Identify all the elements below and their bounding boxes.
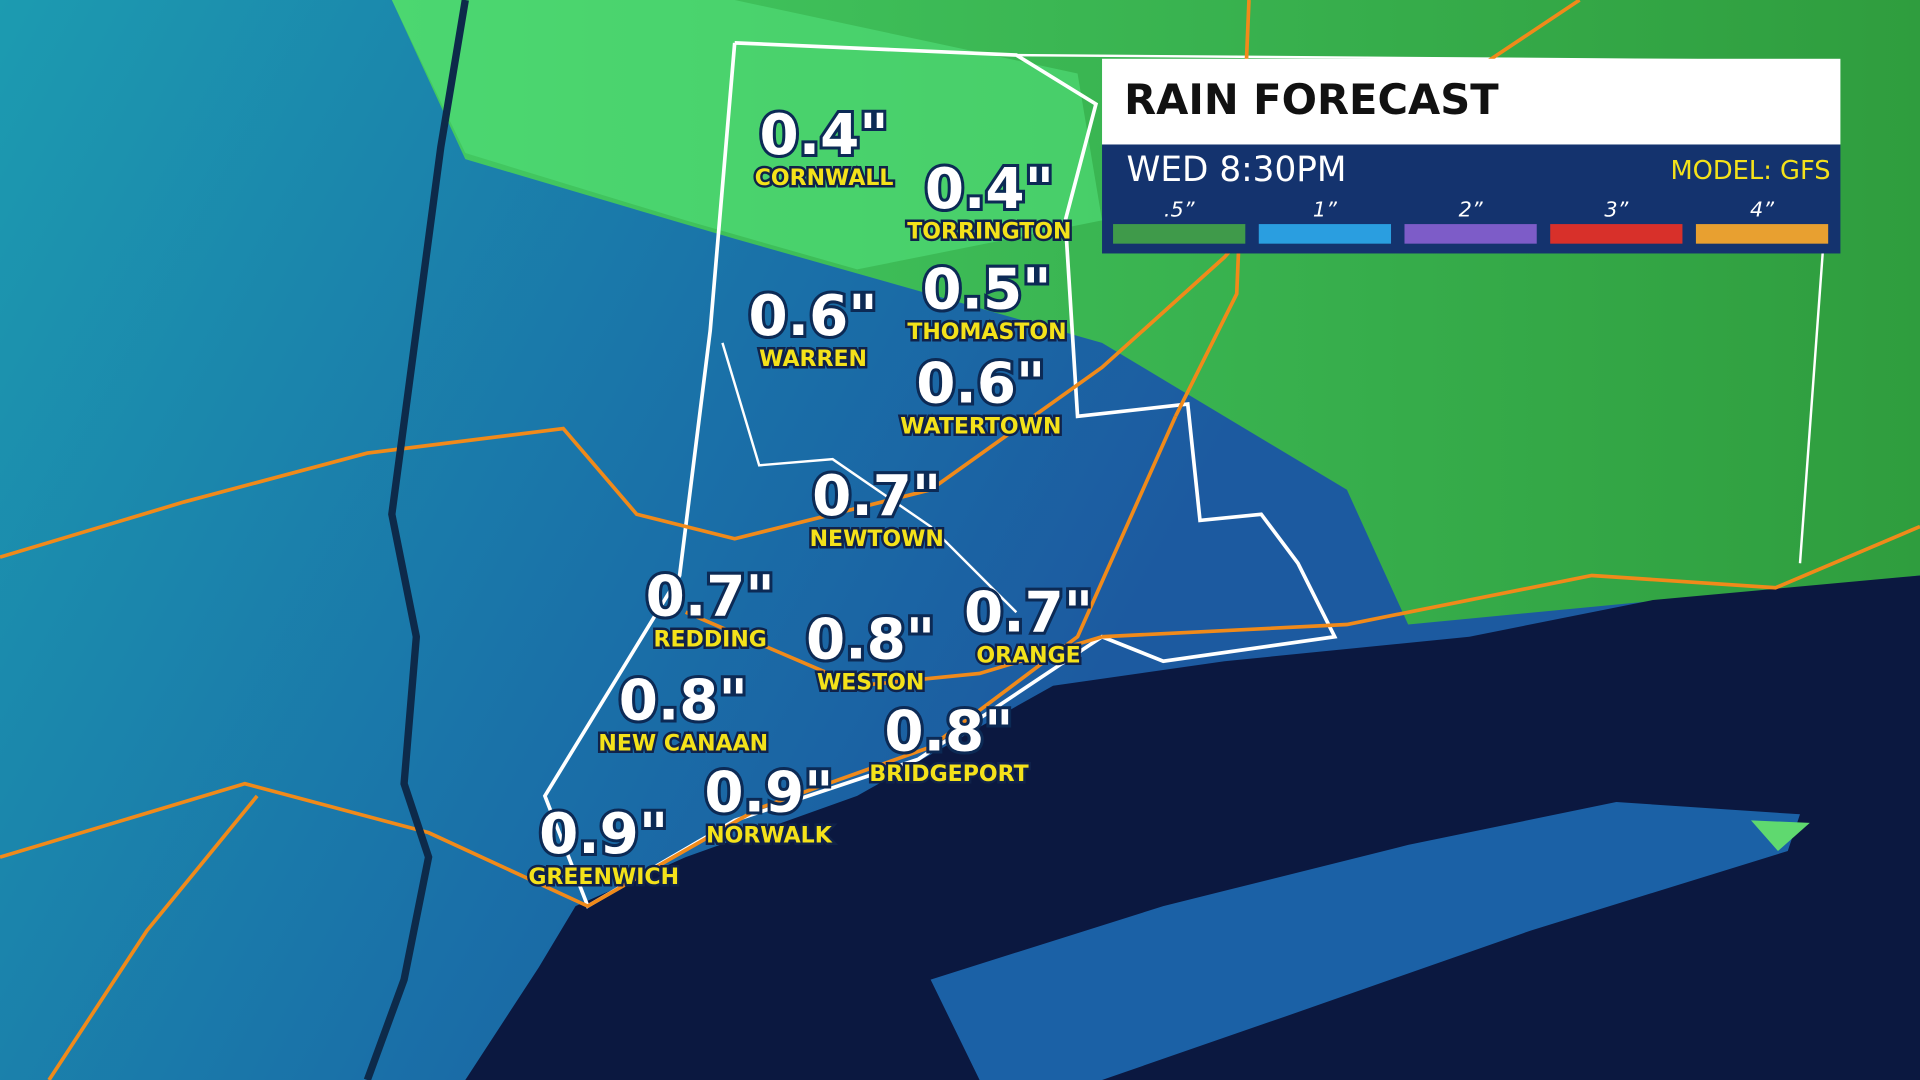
legend-label: 1” xyxy=(1313,198,1337,222)
rain-amount: 0.4" xyxy=(925,157,1054,222)
city-name: GREENWICH xyxy=(528,865,679,890)
legend-swatch xyxy=(1404,224,1537,244)
city-name: NORWALK xyxy=(706,823,833,848)
city-name: NEW CANAAN xyxy=(598,731,768,756)
forecast-time: WED 8:30PM xyxy=(1127,150,1347,190)
city-name: ORANGE xyxy=(976,643,1080,668)
legend: .5” 1” 2” 3” 4” xyxy=(1113,198,1829,244)
city-name: WARREN xyxy=(759,347,867,372)
model-name: MODEL: GFS xyxy=(1670,156,1830,186)
city-name: TORRINGTON xyxy=(907,220,1071,245)
legend-label: .5” xyxy=(1164,198,1195,222)
rain-amount: 0.8" xyxy=(806,607,935,672)
rain-amount: 0.6" xyxy=(916,352,1045,417)
rain-amount: 0.9" xyxy=(539,802,668,867)
legend-swatch xyxy=(1258,224,1392,244)
rain-amount: 0.7" xyxy=(812,464,941,529)
city-name: REDDING xyxy=(654,627,767,652)
city-name: CORNWALL xyxy=(755,166,894,191)
city-name: WESTON xyxy=(817,670,924,695)
rain-amount: 0.9" xyxy=(704,761,833,826)
city-name: WATERTOWN xyxy=(900,414,1061,439)
legend-swatch xyxy=(1550,224,1683,244)
city-name: NEWTOWN xyxy=(810,527,944,552)
rain-amount: 0.7" xyxy=(646,565,775,630)
forecast-labels: 0.4"CORNWALL 0.4"TORRINGTON0.6"WARREN0.5"… xyxy=(526,100,1096,892)
legend-label: 3” xyxy=(1604,198,1628,222)
legend-swatch xyxy=(1695,224,1829,244)
city-name: BRIDGEPORT xyxy=(869,762,1028,787)
legend-label: 2” xyxy=(1459,198,1483,222)
rain-amount: 0.5" xyxy=(922,257,1051,322)
city-name: THOMASTON xyxy=(907,320,1066,345)
rain-amount: 0.6" xyxy=(749,284,878,349)
legend-swatch xyxy=(1113,224,1246,244)
rain-amount: 0.4" xyxy=(760,103,889,168)
rain-amount: 0.7" xyxy=(964,581,1093,646)
header-panel: RAIN FORECAST WED 8:30PM MODEL: GFS .5” 1… xyxy=(1102,58,1841,254)
title-box xyxy=(1102,58,1841,145)
rain-amount: 0.8" xyxy=(619,669,748,734)
title: RAIN FORECAST xyxy=(1124,75,1499,124)
legend-label: 4” xyxy=(1750,198,1774,222)
rain-amount: 0.8" xyxy=(884,699,1013,764)
